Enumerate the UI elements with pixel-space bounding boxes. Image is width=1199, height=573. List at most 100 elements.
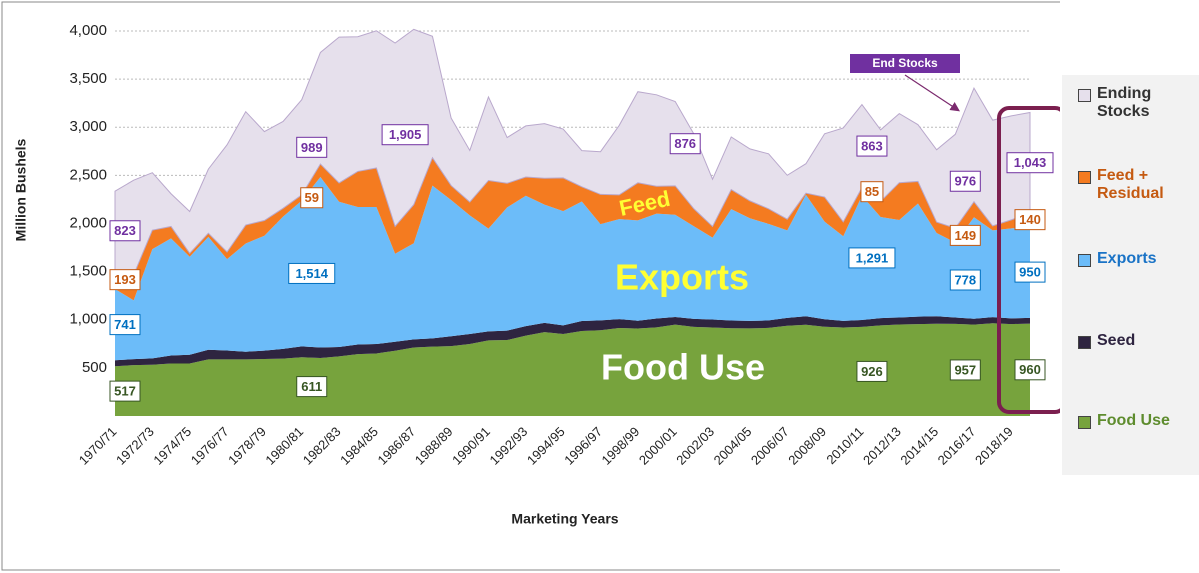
annotation: Exports <box>615 257 749 298</box>
data-label: 950 <box>1019 265 1041 280</box>
data-label-box <box>109 269 141 291</box>
x-tick-label: 2018/19 <box>972 424 1016 468</box>
x-tick-label: 2010/11 <box>823 424 866 467</box>
data-label: 960 <box>1019 362 1041 377</box>
data-label: 149 <box>954 228 976 243</box>
legend-swatch <box>1078 171 1091 184</box>
data-label: 778 <box>954 272 976 287</box>
legend-item: Feed + Residual <box>1078 167 1196 203</box>
y-tick-label: 1,000 <box>69 311 107 328</box>
data-label-box <box>109 380 141 402</box>
data-label-box <box>856 360 888 382</box>
legend-item: Seed <box>1078 332 1196 350</box>
y-tick-label: 3,000 <box>69 118 107 135</box>
data-label-box <box>288 262 336 284</box>
data-label-box <box>949 359 981 381</box>
data-label: 1,043 <box>1014 155 1047 170</box>
x-axis-title: Marketing Years <box>511 511 618 527</box>
x-tick-label: 2012/13 <box>860 424 904 468</box>
x-tick-label: 2000/01 <box>636 424 680 468</box>
y-axis-title: Million Bushels <box>13 138 29 241</box>
legend-label: Food Use <box>1097 412 1170 429</box>
y-tick-label: 500 <box>82 359 107 376</box>
data-label-box <box>300 187 324 209</box>
y-tick-label: 3,500 <box>69 70 107 87</box>
area <box>115 316 1030 367</box>
y-tick-label: 2,000 <box>69 214 107 231</box>
x-tick-label: 1986/87 <box>374 424 418 468</box>
legend-label: Ending Stocks <box>1097 85 1152 120</box>
legend-label: Seed <box>1097 332 1136 349</box>
x-tick-label: 1994/95 <box>524 424 568 468</box>
legend-item: Exports <box>1078 250 1196 268</box>
x-tick-label: 1974/75 <box>150 424 194 468</box>
legend-item: Food Use <box>1078 412 1196 430</box>
data-label-box <box>1014 209 1046 231</box>
highlight <box>997 106 1060 414</box>
y-tick-label: 2,500 <box>69 166 107 183</box>
data-label: 85 <box>865 184 879 199</box>
data-label-box <box>1014 359 1046 381</box>
x-tick-label: 1976/77 <box>188 424 232 468</box>
area <box>115 157 1030 301</box>
x-tick-label: 2014/15 <box>897 424 941 468</box>
data-label-box <box>109 220 141 242</box>
area <box>115 323 1030 416</box>
data-label: 989 <box>301 140 323 155</box>
data-label: 823 <box>114 223 136 238</box>
data-label: 741 <box>114 317 136 332</box>
annotation: End Stocks <box>872 56 938 70</box>
annotation-arrow <box>904 74 961 112</box>
x-tick-label: 1998/99 <box>599 424 643 468</box>
legend-swatch <box>1078 336 1091 349</box>
annotation-box <box>850 54 960 73</box>
data-label-box <box>296 136 328 158</box>
x-tick-label: 2004/05 <box>711 424 755 468</box>
data-label: 517 <box>114 384 136 399</box>
frame <box>1 1 1060 571</box>
data-label-box <box>381 124 429 146</box>
x-tick-label: 1970/71 <box>76 424 120 468</box>
data-label: 193 <box>114 272 136 287</box>
data-label: 976 <box>954 174 976 189</box>
x-tick-label: 1978/79 <box>225 424 269 468</box>
data-label: 876 <box>674 136 696 151</box>
data-label-box <box>669 133 701 155</box>
data-label-box <box>109 314 141 336</box>
data-label: 863 <box>861 139 883 154</box>
data-label-box <box>1006 152 1054 174</box>
data-label: 1,514 <box>295 266 328 281</box>
y-tick-label: 1,500 <box>69 263 107 280</box>
x-tick-label: 2008/09 <box>785 424 829 468</box>
legend: Food Use Seed Exports Feed + Residual Ending… <box>1062 75 1199 475</box>
data-label: 1,291 <box>856 250 889 265</box>
data-label-box <box>949 170 981 192</box>
area <box>115 177 1030 361</box>
x-tick-label: 1990/91 <box>449 424 493 468</box>
legend-label: Feed + Residual <box>1097 167 1164 202</box>
legend-label: Exports <box>1097 250 1157 267</box>
y-tick-label: 4,000 <box>69 22 107 39</box>
chart: 500 1,000 1,500 2,000 2,500 3,000 3,500 4,000 19… <box>1 1 1060 571</box>
data-label: 926 <box>861 364 883 379</box>
x-tick-label: 2006/07 <box>748 424 792 468</box>
x-tick-label: 1992/93 <box>487 424 531 468</box>
x-tick-label: 2002/03 <box>673 424 717 468</box>
data-label-box <box>856 135 888 157</box>
data-label-box <box>296 376 328 398</box>
legend-swatch <box>1078 416 1091 429</box>
data-label: 1,905 <box>389 127 422 142</box>
legend-swatch <box>1078 89 1091 102</box>
x-tick-label: 1984/85 <box>337 424 381 468</box>
annotation: Food Use <box>601 347 765 388</box>
data-label: 140 <box>1019 212 1041 227</box>
x-tick-label: 1972/73 <box>113 424 157 468</box>
x-tick-label: 1980/81 <box>262 424 306 468</box>
data-label-box <box>1014 261 1046 283</box>
x-tick-label: 1996/97 <box>561 424 605 468</box>
x-tick-label: 1988/89 <box>412 424 456 468</box>
x-tick-label: 2016/17 <box>935 424 979 468</box>
x-tick-label: 1982/83 <box>300 424 344 468</box>
data-label-box <box>949 269 981 291</box>
